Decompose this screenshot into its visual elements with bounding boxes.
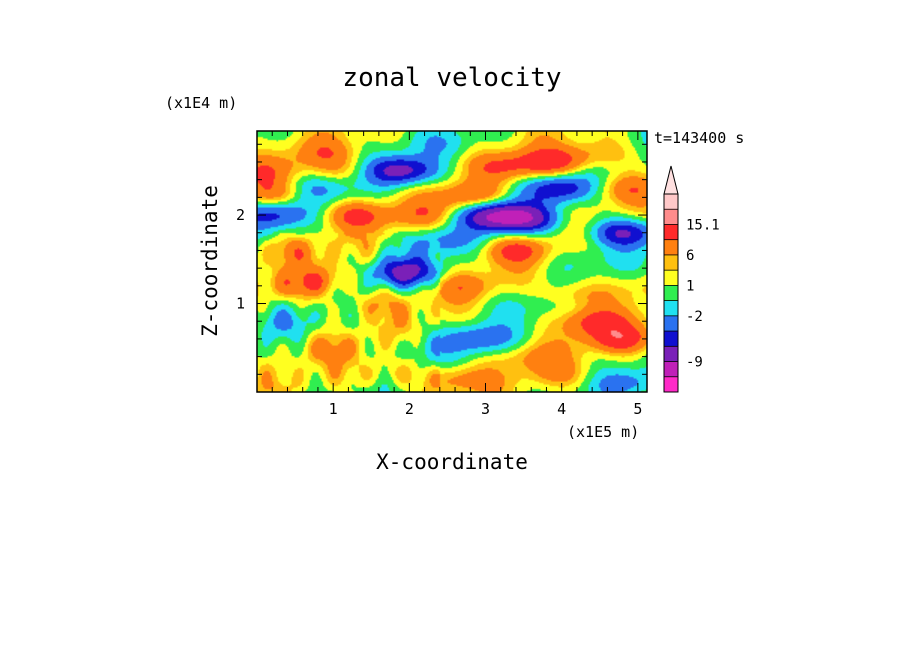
velocity-field <box>257 131 647 392</box>
colorbar-segment <box>664 315 678 332</box>
chart-title: zonal velocity <box>342 63 561 93</box>
y-axis-label: Z-coordinate <box>198 185 222 337</box>
colorbar-segment <box>664 285 678 301</box>
plot-area <box>256 130 648 393</box>
colorbar-segment <box>664 331 678 347</box>
colorbar: -9 -2 1 6 15.1 <box>663 165 720 393</box>
x-tick-label: 5 <box>633 400 642 418</box>
colorbar-segment <box>664 270 678 286</box>
x-tick-label: 4 <box>557 400 566 418</box>
colorbar-segment <box>664 254 678 271</box>
colorbar-label: -9 <box>686 355 703 371</box>
colorbar-label: 1 <box>686 278 694 294</box>
x-axis-ticks: 1 2 3 4 5 <box>271 131 642 418</box>
x-tick-label: 3 <box>481 400 490 418</box>
x-tick-label: 1 <box>329 400 338 418</box>
colorbar-frame <box>663 193 679 393</box>
x-axis-label: X-coordinate <box>376 450 528 474</box>
colorbar-label: 15.1 <box>686 217 720 233</box>
colorbar-segment <box>664 209 678 225</box>
y-axis-ticks: 12 <box>236 143 647 375</box>
time-label: t=143400 s <box>654 129 744 147</box>
y-tick-label: 2 <box>236 206 245 224</box>
colorbar-segment <box>664 376 678 392</box>
x-scale-label: (x1E5 m) <box>567 423 639 441</box>
colorbar-segment <box>664 224 678 240</box>
colorbar-segment <box>664 239 678 255</box>
y-tick-label: 1 <box>236 295 245 313</box>
colorbar-segment <box>664 361 678 377</box>
colorbar-extend-arrow <box>663 165 679 195</box>
colorbar-label: 6 <box>686 248 694 264</box>
colorbar-segment <box>664 300 678 316</box>
x-tick-label: 2 <box>405 400 414 418</box>
y-scale-label: (x1E4 m) <box>165 94 237 112</box>
colorbar-label: -2 <box>686 309 703 325</box>
colorbar-segment <box>664 346 678 362</box>
plot-frame <box>256 130 648 393</box>
colorbar-segment <box>664 194 678 210</box>
